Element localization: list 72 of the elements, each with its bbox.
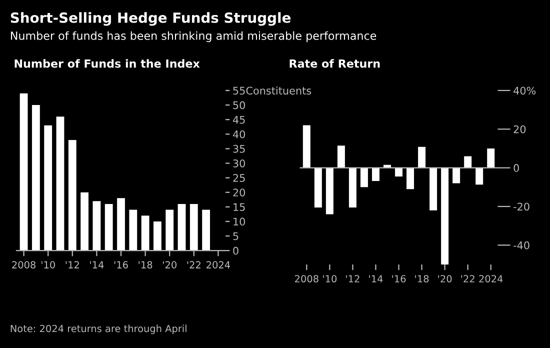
x-tick-label: '18	[415, 275, 429, 282]
bar	[441, 168, 449, 264]
bar	[56, 116, 64, 251]
y-tick-label: 20	[514, 125, 526, 134]
bar	[20, 93, 28, 251]
x-tick-label: '12	[346, 275, 360, 282]
x-tick-label: '20	[163, 261, 176, 268]
bar	[178, 204, 186, 251]
x-tick-label: '16	[114, 261, 128, 268]
bar	[452, 168, 460, 184]
bar	[44, 125, 52, 251]
y-tick-label: 40%	[514, 86, 536, 95]
chart-title: Rate of Return	[290, 59, 380, 68]
bar	[166, 210, 174, 251]
y-tick-label: 5	[233, 232, 238, 240]
x-tick-label: '14	[369, 275, 383, 282]
bar	[129, 210, 138, 251]
text: Note: 2024 returns are through April	[10, 324, 186, 334]
bar	[360, 168, 368, 188]
y-tick-label: 10	[234, 218, 246, 226]
y-tick-label: 0	[233, 246, 238, 255]
text: Number of funds has been shrinking amid miserable performance	[10, 31, 376, 42]
bar	[406, 168, 414, 190]
bar	[418, 146, 426, 168]
y-tick-label: 50	[233, 101, 246, 110]
bar	[190, 204, 198, 251]
bar	[32, 105, 40, 251]
y-tick-label: 40	[232, 130, 246, 138]
bar	[68, 140, 76, 251]
y-tick-label: 35	[233, 144, 245, 153]
bar	[372, 168, 380, 181]
bar	[326, 168, 334, 214]
x-tick-label: 2024	[479, 275, 503, 282]
y-tick-label: 0	[514, 164, 519, 172]
x-tick-label: '18	[138, 261, 152, 268]
bar	[348, 168, 356, 208]
x-tick-label: '22	[187, 261, 200, 268]
bar	[314, 168, 322, 208]
x-tick-label: 2008	[12, 261, 36, 268]
y-tick-label: 55Constituents	[233, 86, 312, 95]
bar	[154, 221, 162, 251]
chart-title: Number of Funds in the Index	[14, 59, 200, 68]
x-tick-label: '22	[461, 275, 474, 282]
y-tick-label: -20	[514, 202, 530, 211]
bar	[337, 146, 345, 168]
x-tick-label: '10	[323, 275, 337, 282]
x-tick-label: '14	[90, 261, 104, 268]
bar	[104, 204, 113, 251]
y-tick-label: 15	[234, 203, 245, 212]
x-tick-label: 2008	[295, 275, 318, 282]
bar	[302, 125, 310, 168]
x-tick-label: '12	[66, 261, 79, 268]
x-tick-label: '16	[392, 275, 406, 282]
y-tick-label: 25	[233, 174, 245, 182]
bar	[464, 156, 472, 168]
bar	[117, 198, 125, 251]
y-tick-label: 20	[233, 188, 246, 196]
y-tick-label: -40	[514, 241, 530, 250]
x-tick-label: '20	[438, 275, 452, 282]
bar	[202, 210, 210, 251]
text: Short-Selling Hedge Funds Struggle	[10, 12, 291, 26]
bar	[476, 168, 484, 185]
bar	[487, 148, 495, 168]
bar	[141, 216, 150, 251]
bar	[430, 168, 438, 210]
bar	[92, 201, 101, 251]
bar	[80, 192, 88, 251]
bar	[395, 168, 402, 177]
x-tick-label: '10	[42, 261, 55, 268]
y-tick-label: 30	[233, 159, 246, 168]
y-tick-label: 45	[232, 116, 245, 124]
x-tick-label: 2024	[206, 261, 230, 268]
